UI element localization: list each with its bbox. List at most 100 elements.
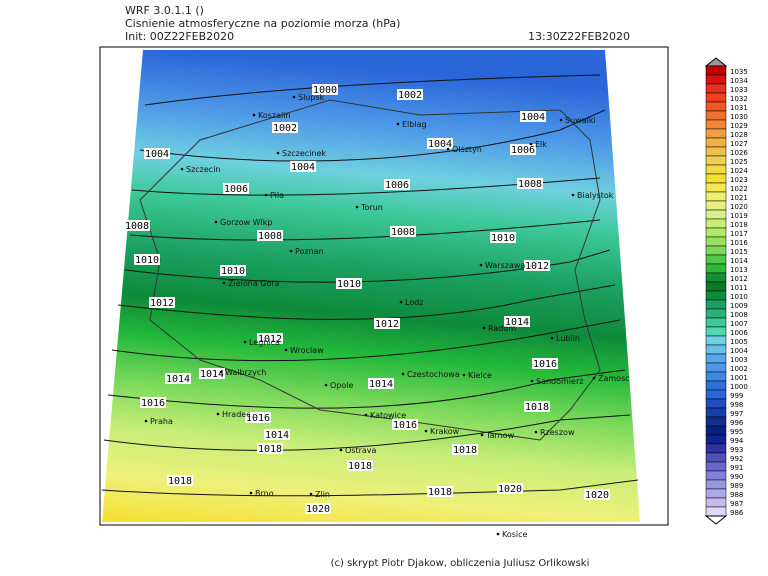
isobar-label: 1004	[291, 162, 315, 173]
city-dot	[289, 249, 293, 253]
colorbar-label: 1000	[730, 383, 748, 391]
isobar-label: 1008	[518, 179, 542, 190]
colorbar-label: 1003	[730, 356, 748, 364]
isobar-label-bg	[390, 226, 416, 237]
city-dot	[529, 142, 533, 146]
valid-time: 13:30Z22FEB2020	[528, 30, 630, 43]
colorbar-label: 1014	[730, 257, 748, 265]
colorbar-cell	[705, 308, 727, 319]
isobar-label-bg	[584, 489, 610, 500]
isobar-label-bg	[392, 419, 418, 430]
colorbar-cell	[705, 290, 727, 301]
isobar-label: 1016	[393, 420, 417, 431]
colorbar-cell	[705, 128, 727, 139]
colorbar-cell	[705, 245, 727, 256]
city-dot	[144, 419, 148, 423]
isobar-label-bg	[257, 443, 283, 454]
colorbar-label: 1007	[730, 320, 748, 328]
isobar-label-bg	[524, 260, 550, 271]
isobar-label-bg	[144, 148, 170, 159]
colorbar-cell	[705, 362, 727, 373]
city-dot	[243, 340, 247, 344]
colorbar-cell	[705, 479, 727, 490]
city-dot	[396, 122, 400, 126]
colorbar-label: 1012	[730, 275, 748, 283]
isobar-label-bg	[220, 265, 246, 276]
isobar-label: 1012	[150, 298, 174, 309]
city-label: Opole	[330, 381, 353, 390]
city-label: Sandomierz	[536, 377, 583, 386]
colorbar-label: 994	[730, 437, 744, 445]
isobar-label: 1016	[246, 413, 270, 424]
colorbar-label: 988	[730, 491, 743, 499]
city-label: Warszawa	[485, 261, 525, 270]
isobar-label-bg	[245, 412, 271, 423]
isobar-label-bg	[374, 318, 400, 329]
city-dot	[534, 430, 538, 434]
city-dot	[249, 491, 253, 495]
colorbar-label: 1020	[730, 203, 748, 211]
colorbar-cell	[705, 137, 727, 148]
isobar-label-bg	[134, 254, 160, 265]
city-dot	[339, 448, 343, 452]
colorbar-cell	[705, 488, 727, 499]
colorbar-label: 993	[730, 446, 743, 454]
colorbar-label: 1035	[730, 68, 748, 76]
isobar-label: 1014	[265, 430, 289, 441]
isobar-label-bg	[497, 483, 523, 494]
isobar-label-bg	[532, 358, 558, 369]
city-label: Pila	[270, 191, 284, 200]
isobar-label: 1014	[369, 379, 393, 390]
isobar-label: 1018	[168, 476, 192, 487]
city-dot	[180, 167, 184, 171]
colorbar-cell	[705, 506, 727, 517]
isobar-label-bg	[368, 378, 394, 389]
city-label: Praha	[150, 417, 173, 426]
city-dot	[284, 348, 288, 352]
colorbar-label: 1026	[730, 149, 748, 157]
colorbar-cell	[705, 344, 727, 355]
colorbar-label: 1005	[730, 338, 748, 346]
city-dot	[264, 193, 268, 197]
isobar-label: 1020	[498, 484, 522, 495]
init: Init: 00Z22FEB2020	[125, 30, 234, 43]
colorbar-cell	[705, 434, 727, 445]
colorbar-cell	[705, 353, 727, 364]
isobar-label: 1012	[375, 319, 399, 330]
city-label: Bialystok	[577, 191, 614, 200]
city-dot	[550, 336, 554, 340]
colorbar-cell	[705, 209, 727, 220]
city-label: Koszalin	[258, 111, 291, 120]
city-label: Poznan	[295, 247, 324, 256]
colorbar-cell	[705, 146, 727, 157]
colorbar-cap	[704, 515, 728, 525]
isobar-label: 1004	[521, 112, 545, 123]
colorbar-cap	[704, 57, 728, 67]
isobar-label: 1010	[221, 266, 245, 277]
colorbar-label: 1027	[730, 140, 748, 148]
colorbar-cell	[705, 371, 727, 382]
isobar-label: 1014	[505, 317, 529, 328]
colorbar-cell	[705, 452, 727, 463]
colorbar-cell	[705, 92, 727, 103]
colorbar-label: 986	[730, 509, 744, 517]
isobar-label-bg	[223, 183, 249, 194]
colorbar-cell	[705, 74, 727, 85]
city-label: Elblag	[402, 120, 427, 129]
isobar-label-bg	[312, 84, 338, 95]
city-dot	[571, 193, 575, 197]
city-label: Brno	[255, 489, 274, 498]
colorbar-cell	[705, 416, 727, 427]
colorbar-label: 1022	[730, 185, 748, 193]
credit: (c) skrypt Piotr Djakow, obliczenia Juli…	[331, 558, 590, 569]
isobar-label: 1004	[428, 139, 452, 150]
city-label: Legnica	[249, 338, 280, 347]
isobar-label: 1010	[337, 279, 361, 290]
city-label: Lublin	[556, 334, 580, 343]
colorbar-label: 1010	[730, 293, 748, 301]
colorbar-label: 998	[730, 401, 743, 409]
isobar-label: 1010	[491, 233, 515, 244]
isobar-label: 1008	[125, 221, 149, 232]
isobar-label: 1012	[525, 261, 549, 272]
isobar-label: 1014	[166, 374, 190, 385]
